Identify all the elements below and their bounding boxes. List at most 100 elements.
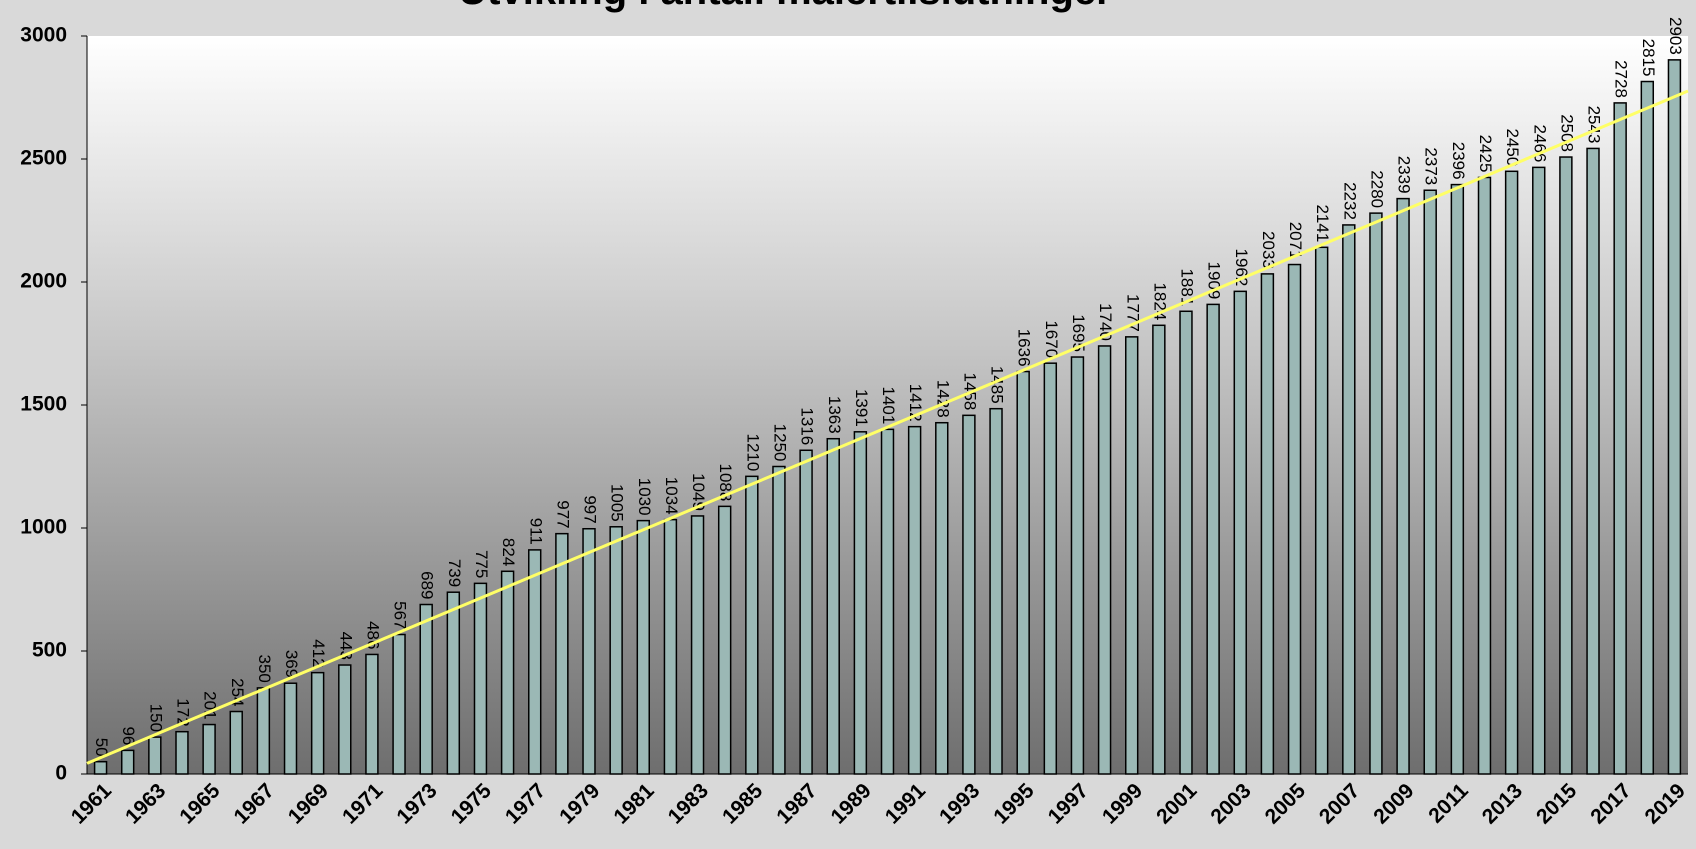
y-tick-label: 1000 <box>20 516 67 539</box>
value-label: 1005 <box>608 484 627 522</box>
value-label: 2543 <box>1585 106 1604 144</box>
value-label: 2141 <box>1313 204 1332 242</box>
value-label: 1740 <box>1096 303 1115 341</box>
value-label: 1428 <box>933 380 952 418</box>
bar <box>555 532 569 775</box>
bar <box>1070 356 1085 775</box>
bar <box>907 425 922 775</box>
value-label: 2508 <box>1557 114 1576 152</box>
bar <box>1342 224 1356 775</box>
bar <box>582 527 596 775</box>
bar <box>663 518 678 775</box>
value-label: 2373 <box>1422 147 1441 185</box>
value-label: 824 <box>499 538 518 566</box>
bar <box>1369 212 1383 775</box>
value-label: 412 <box>309 639 328 667</box>
bar <box>1043 362 1058 775</box>
bar <box>935 421 949 775</box>
bar <box>1260 273 1275 775</box>
bar <box>1314 246 1329 775</box>
bar <box>419 603 433 775</box>
chart-title: Utvikling i antall malertilslutninger <box>458 0 1111 13</box>
bar <box>609 526 623 775</box>
value-label: 739 <box>445 559 464 587</box>
y-tick-label: 500 <box>32 639 67 662</box>
bar <box>338 664 352 775</box>
value-label: 96 <box>119 726 138 745</box>
bar <box>392 633 406 775</box>
y-tick-label: 1500 <box>20 393 67 416</box>
trendline <box>86 89 1689 765</box>
bar <box>880 428 895 775</box>
bar <box>962 414 976 775</box>
bar <box>1450 183 1465 775</box>
bar <box>1179 310 1193 775</box>
value-label: 2903 <box>1666 17 1685 55</box>
bar <box>229 710 243 775</box>
bar <box>1287 263 1302 775</box>
value-label: 2280 <box>1367 170 1386 208</box>
value-label: 911 <box>526 518 545 545</box>
value-label: 50 <box>92 738 111 757</box>
value-label: 369 <box>282 650 301 678</box>
bar <box>256 687 271 775</box>
bar <box>148 736 162 775</box>
bar <box>365 653 379 775</box>
value-label: 1670 <box>1042 320 1061 358</box>
y-tick-label: 3000 <box>20 24 67 47</box>
value-label: 2396 <box>1449 142 1468 180</box>
bar <box>690 515 705 775</box>
value-label: 2728 <box>1612 60 1631 98</box>
bar <box>446 591 461 775</box>
value-label: 689 <box>418 571 437 599</box>
bar <box>799 449 813 775</box>
value-label: 2071 <box>1286 222 1305 260</box>
value-label: 1636 <box>1015 329 1034 367</box>
value-label: 567 <box>391 601 410 629</box>
bar <box>1640 80 1655 775</box>
bar <box>1559 156 1573 775</box>
bar <box>826 437 840 775</box>
bar <box>853 431 868 775</box>
bar <box>1504 170 1519 775</box>
y-tick-label: 2000 <box>20 270 67 293</box>
bar <box>93 760 108 775</box>
bar <box>1613 102 1627 775</box>
bar <box>1233 290 1247 775</box>
bar <box>1532 166 1546 775</box>
bar <box>989 407 1003 775</box>
bar <box>1206 303 1220 775</box>
bar <box>1667 59 1682 775</box>
value-label: 1401 <box>879 387 898 425</box>
value-label: 1034 <box>662 477 681 515</box>
value-label: 1049 <box>689 473 708 511</box>
bar <box>717 505 732 775</box>
value-label: 977 <box>553 500 572 528</box>
bar <box>120 749 135 775</box>
value-label: 997 <box>581 495 600 523</box>
y-tick-label: 2500 <box>20 147 67 170</box>
bar <box>1016 370 1030 775</box>
y-tick-label: 0 <box>55 762 67 785</box>
value-label: 1250 <box>770 424 789 462</box>
value-label: 1909 <box>1205 262 1224 300</box>
bar <box>473 582 488 775</box>
value-label: 1210 <box>743 434 762 472</box>
bar <box>1423 189 1437 775</box>
value-label: 1881 <box>1178 268 1197 306</box>
bar <box>636 519 650 775</box>
value-label: 2425 <box>1476 135 1495 173</box>
value-label: 2815 <box>1639 39 1658 77</box>
bar <box>310 671 325 775</box>
bar <box>1097 345 1112 775</box>
bar <box>283 682 298 775</box>
bar <box>1586 147 1600 775</box>
value-label: 1391 <box>852 389 871 427</box>
bar <box>1152 324 1166 775</box>
bar <box>1396 197 1410 775</box>
value-label: 350 <box>255 655 274 683</box>
bar <box>202 723 216 775</box>
value-label: 775 <box>472 550 491 578</box>
value-label: 1030 <box>635 478 654 516</box>
